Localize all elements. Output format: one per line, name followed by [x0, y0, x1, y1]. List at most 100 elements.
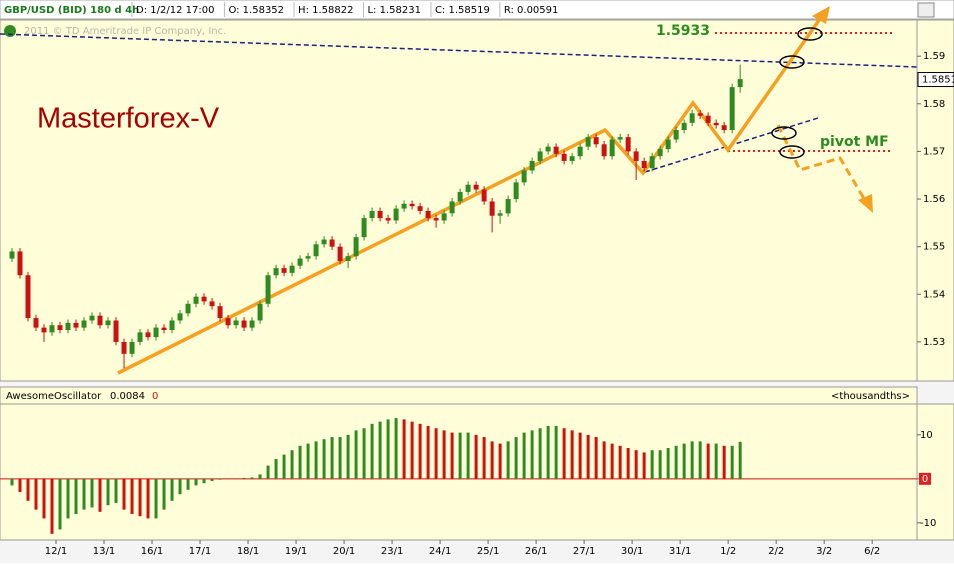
- candle-body: [129, 341, 135, 354]
- osc-bar: [658, 450, 662, 479]
- candle-body: [393, 208, 399, 221]
- candle-body: [305, 256, 311, 259]
- osc-bar: [378, 421, 382, 479]
- osc-bar: [690, 441, 694, 479]
- y-tick-label: 1.59: [923, 51, 945, 62]
- marker-ellipse: [779, 145, 805, 159]
- candle-body: [57, 325, 63, 330]
- candle-body: [465, 184, 471, 192]
- candle-body: [433, 218, 439, 221]
- candle-body: [593, 137, 599, 145]
- header-field: C: 1.58519: [435, 5, 490, 16]
- osc-bar: [130, 478, 134, 515]
- last-price-box: [917, 72, 954, 88]
- candle-body: [169, 320, 175, 330]
- header-field: L: 1.58231: [367, 5, 420, 16]
- candle-body: [97, 315, 103, 326]
- osc-bar: [362, 428, 366, 479]
- candle-body: [361, 218, 367, 238]
- osc-bar: [114, 478, 118, 504]
- osc-bar: [90, 478, 94, 508]
- candle-body: [625, 137, 631, 152]
- osc-bar: [218, 478, 222, 480]
- candle-body: [17, 251, 23, 276]
- osc-bar: [434, 428, 438, 479]
- x-tick-label: 20/1: [333, 546, 355, 557]
- x-tick-label: 16/1: [141, 546, 163, 557]
- header-field: D: 1/2/12 17:00: [136, 5, 214, 16]
- candle-body: [457, 191, 463, 202]
- osc-bar: [74, 478, 78, 515]
- osc-bar: [498, 443, 502, 479]
- header-field: R: 0.00591: [504, 5, 559, 16]
- candle-body: [441, 213, 447, 221]
- osc-bar: [98, 478, 102, 512]
- osc-bar: [226, 478, 230, 479]
- candle-body: [681, 122, 687, 130]
- header-field: H: 1.58822: [298, 5, 353, 16]
- osc-bar: [506, 441, 510, 479]
- y-tick-label: 1.55: [923, 242, 945, 253]
- candle-body: [209, 301, 215, 307]
- osc-bar: [178, 478, 182, 495]
- x-tick-label: 26/1: [525, 546, 547, 557]
- x-tick-label: 25/1: [477, 546, 499, 557]
- candle-body: [449, 201, 455, 214]
- candle-body: [417, 206, 423, 211]
- candle-body: [49, 325, 55, 333]
- osc-bar: [66, 478, 70, 519]
- y-tick-label: 1.54: [923, 289, 945, 300]
- marker-ellipse: [771, 126, 797, 140]
- x-tick-label: 1/2: [720, 546, 736, 557]
- marker-ellipse: [797, 27, 823, 41]
- osc-title: AwesomeOscillator: [6, 391, 102, 402]
- arrow-head: [812, 6, 830, 24]
- candle-body: [233, 320, 239, 326]
- osc-bar: [338, 437, 342, 479]
- candle-body: [545, 146, 551, 152]
- candle-body: [113, 320, 119, 342]
- osc-bar: [698, 441, 702, 479]
- arrow-head: [858, 194, 873, 213]
- candle-body: [481, 189, 487, 202]
- osc-bar: [370, 423, 374, 479]
- last-price-label: 1.5851: [922, 75, 954, 86]
- osc-bar: [626, 448, 630, 479]
- candle-body: [641, 160, 647, 169]
- osc-bar: [466, 432, 470, 479]
- candle-body: [281, 268, 287, 273]
- osc-bar: [194, 478, 198, 486]
- candle-body: [529, 160, 535, 171]
- osc-bar: [714, 443, 718, 479]
- osc-axis-panel: [916, 403, 954, 541]
- osc-bar: [570, 430, 574, 479]
- osc-bar: [458, 432, 462, 479]
- header-bar: [0, 0, 954, 20]
- osc-bar: [122, 478, 126, 510]
- candle-body: [153, 327, 159, 338]
- osc-current: 0.0084: [110, 391, 145, 402]
- osc-bar: [306, 443, 310, 479]
- osc-bar: [562, 428, 566, 479]
- osc-bar: [490, 441, 494, 479]
- info-icon: [4, 25, 16, 37]
- osc-bar: [738, 441, 742, 479]
- osc-bar: [346, 434, 350, 479]
- osc-bar: [50, 478, 54, 534]
- candle-body: [121, 341, 127, 354]
- osc-bar: [642, 452, 646, 479]
- x-tick-label: 31/1: [669, 546, 691, 557]
- osc-bar: [674, 445, 678, 479]
- candle-body: [89, 315, 95, 321]
- candle-body: [201, 296, 207, 302]
- x-tick-label: 13/1: [93, 546, 115, 557]
- window-icon[interactable]: [917, 2, 935, 18]
- x-tick-label: 2/2: [768, 546, 784, 557]
- candle-body: [489, 201, 495, 216]
- osc-bar: [682, 443, 686, 479]
- candle-body: [65, 322, 71, 330]
- osc-bar: [202, 478, 206, 484]
- osc-bar: [34, 478, 38, 510]
